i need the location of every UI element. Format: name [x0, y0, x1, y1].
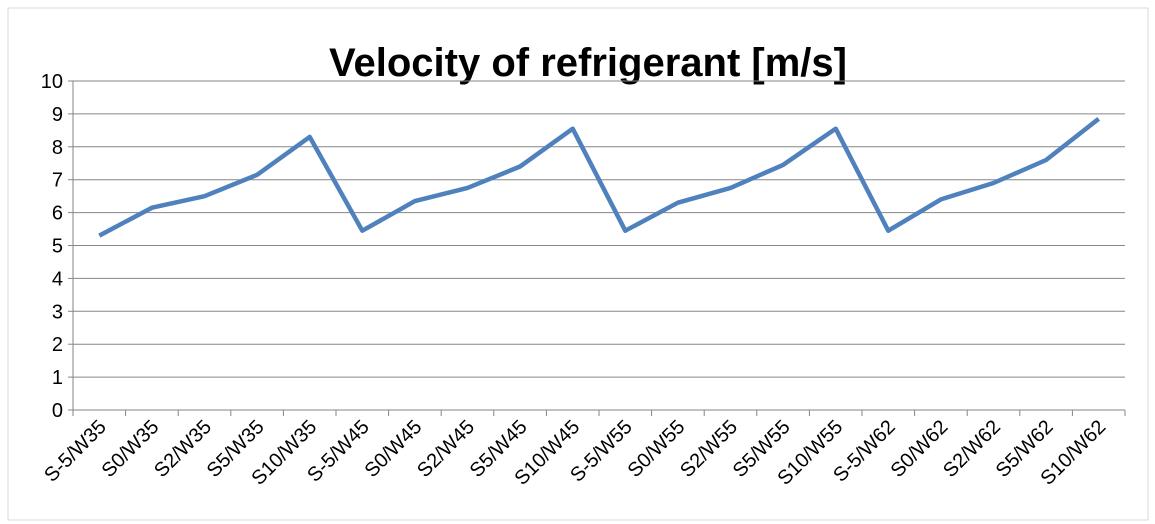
chart-frame [7, 7, 1149, 521]
chart-title: Velocity of refrigerant [m/s] [329, 41, 847, 85]
y-tick-label: 7 [52, 170, 63, 192]
y-tick-label: 5 [52, 236, 63, 258]
y-tick-label: 8 [52, 137, 63, 159]
y-tick-label: 1 [52, 367, 63, 389]
y-tick-label: 9 [52, 104, 63, 126]
data-line [98, 117, 1101, 238]
y-tick-label: 10 [41, 71, 63, 93]
y-tick-label: 0 [52, 400, 63, 422]
y-tick-label: 2 [52, 334, 63, 356]
y-tick-label: 3 [52, 301, 63, 323]
y-tick-label: 4 [52, 268, 63, 290]
y-tick-label: 6 [52, 203, 63, 225]
